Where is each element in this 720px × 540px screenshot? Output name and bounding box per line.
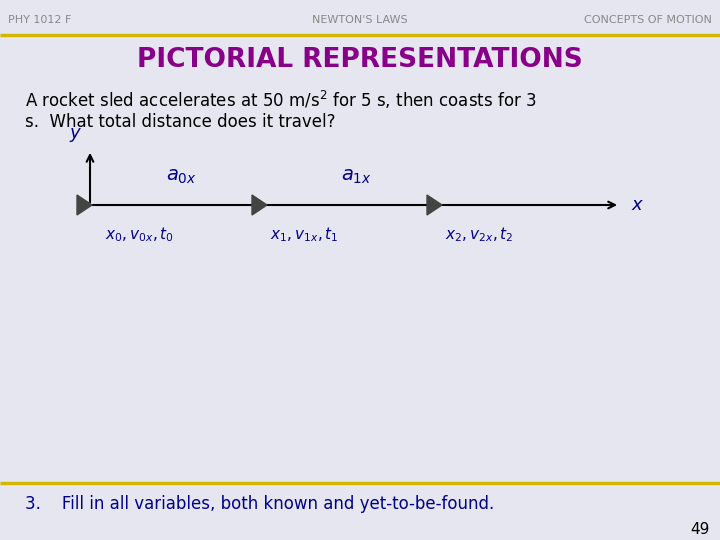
Text: PHY 1012 F: PHY 1012 F bbox=[8, 15, 71, 25]
Text: $a_{1x}$: $a_{1x}$ bbox=[341, 168, 372, 186]
Polygon shape bbox=[77, 195, 92, 215]
Text: PICTORIAL REPRESENTATIONS: PICTORIAL REPRESENTATIONS bbox=[137, 47, 583, 73]
Text: $y$: $y$ bbox=[69, 126, 83, 144]
Text: CONCEPTS OF MOTION: CONCEPTS OF MOTION bbox=[584, 15, 712, 25]
Text: $a_{0x}$: $a_{0x}$ bbox=[166, 168, 197, 186]
Polygon shape bbox=[427, 195, 442, 215]
Polygon shape bbox=[252, 195, 267, 215]
Text: $x_2, v_{2x}, t_2$: $x_2, v_{2x}, t_2$ bbox=[445, 226, 513, 244]
Text: A rocket sled accelerates at 50 m/s$^2$ for 5 s, then coasts for 3: A rocket sled accelerates at 50 m/s$^2$ … bbox=[25, 89, 536, 111]
Text: 49: 49 bbox=[690, 523, 710, 537]
Text: $x_1, v_{1x}, t_1$: $x_1, v_{1x}, t_1$ bbox=[270, 226, 338, 244]
Text: 3.    Fill in all variables, both known and yet-to-be-found.: 3. Fill in all variables, both known and… bbox=[25, 495, 494, 513]
Text: $x_0, v_{0x}, t_0$: $x_0, v_{0x}, t_0$ bbox=[105, 226, 174, 244]
Text: $x$: $x$ bbox=[631, 196, 644, 214]
Text: NEWTON'S LAWS: NEWTON'S LAWS bbox=[312, 15, 408, 25]
Text: s.  What total distance does it travel?: s. What total distance does it travel? bbox=[25, 113, 336, 131]
